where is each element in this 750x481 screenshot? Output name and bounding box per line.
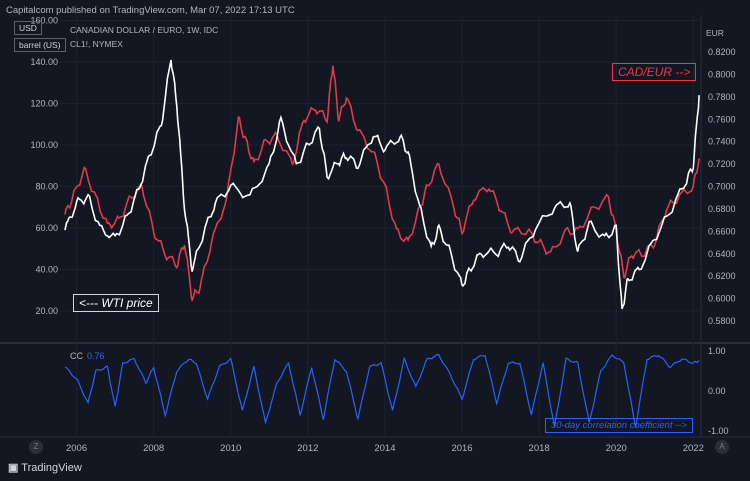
cc-indicator-label: CC bbox=[70, 351, 83, 361]
x-tick-2006: 2006 bbox=[66, 443, 87, 454]
cad-eur-annotation: CAD/EUR --> bbox=[612, 63, 697, 81]
x-tick-2020: 2020 bbox=[606, 443, 627, 454]
right-tick-0.7600: 0.7600 bbox=[708, 114, 736, 124]
wti-annotation: <--- WTI price bbox=[73, 294, 159, 312]
left-tick-140.00: 140.00 bbox=[30, 57, 58, 67]
correlation-annotation: 30-day correlation coefficient --> bbox=[545, 418, 693, 433]
right-tick-0.8000: 0.8000 bbox=[708, 69, 736, 79]
left-tick-60.00: 60.00 bbox=[35, 223, 58, 233]
right-tick-0.6200: 0.6200 bbox=[708, 271, 736, 281]
x-tick-2008: 2008 bbox=[143, 443, 164, 454]
cc-tick-1.00: 1.00 bbox=[708, 346, 726, 356]
left-tick-20.00: 20.00 bbox=[35, 306, 58, 316]
x-tick-2012: 2012 bbox=[297, 443, 318, 454]
tradingview-logo-icon: ▣ bbox=[8, 462, 19, 474]
left-axis-unit-barrel: barrel (US) bbox=[14, 38, 66, 52]
right-tick-0.6000: 0.6000 bbox=[708, 294, 736, 304]
tradingview-footer: ▣ TradingView bbox=[8, 461, 82, 474]
left-tick-40.00: 40.00 bbox=[35, 265, 58, 275]
left-tick-100.00: 100.00 bbox=[30, 140, 58, 150]
tradingview-brand: TradingView bbox=[21, 462, 82, 474]
left-tick-80.00: 80.00 bbox=[35, 182, 58, 192]
right-tick-0.7400: 0.7400 bbox=[708, 137, 736, 147]
x-tick-2018: 2018 bbox=[529, 443, 550, 454]
cc-tick--1.00: -1.00 bbox=[708, 426, 729, 436]
right-tick-0.6600: 0.6600 bbox=[708, 226, 736, 236]
right-tick-0.6400: 0.6400 bbox=[708, 249, 736, 259]
publisher-header: Capitalcom published on TradingView.com,… bbox=[6, 5, 295, 16]
cad-eur-line bbox=[64, 65, 700, 301]
right-axis-unit: EUR bbox=[706, 28, 724, 38]
right-tick-0.7000: 0.7000 bbox=[708, 182, 736, 192]
a-button[interactable]: A bbox=[715, 440, 729, 454]
right-tick-0.7800: 0.7800 bbox=[708, 92, 736, 102]
cc-indicator-value: 0.76 bbox=[87, 351, 105, 361]
grid bbox=[0, 15, 750, 438]
x-tick-2014: 2014 bbox=[374, 443, 395, 454]
left-tick-160.00: 160.00 bbox=[30, 16, 58, 26]
right-tick-0.8200: 0.8200 bbox=[708, 47, 736, 57]
left-tick-120.00: 120.00 bbox=[30, 99, 58, 109]
instrument-title: CANADIAN DOLLAR / EURO, 1W, IDC bbox=[70, 25, 219, 35]
x-tick-2016: 2016 bbox=[451, 443, 472, 454]
instrument-subtitle: CL1!, NYMEX bbox=[70, 39, 123, 49]
wti-price-line bbox=[64, 59, 700, 310]
z-button[interactable]: Z bbox=[29, 440, 43, 454]
left-axis-unit-usd: USD bbox=[14, 21, 42, 35]
cc-tick-0.00: 0.00 bbox=[708, 386, 726, 396]
right-tick-0.7200: 0.7200 bbox=[708, 159, 736, 169]
right-tick-0.6800: 0.6800 bbox=[708, 204, 736, 214]
x-tick-2010: 2010 bbox=[220, 443, 241, 454]
correlation-line bbox=[64, 353, 700, 428]
right-tick-0.5800: 0.5800 bbox=[708, 316, 736, 326]
x-tick-2022: 2022 bbox=[683, 443, 704, 454]
